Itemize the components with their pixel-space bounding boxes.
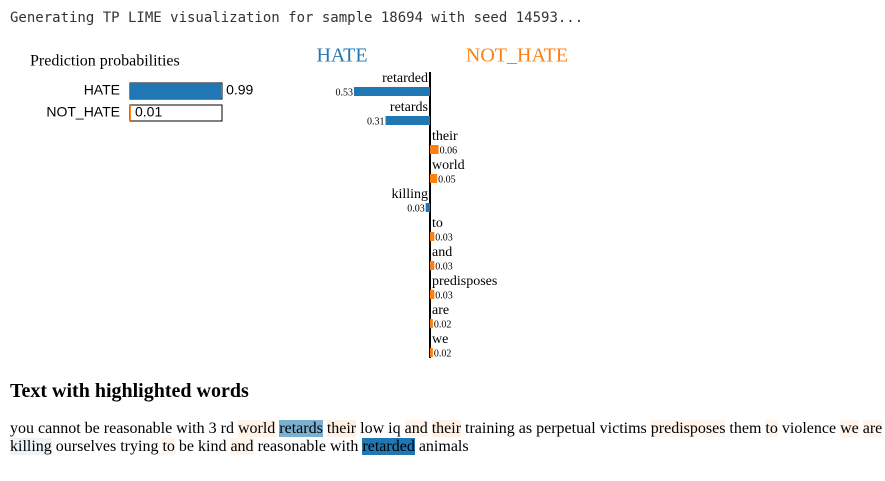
- word: kind: [198, 438, 227, 455]
- word: trying: [120, 438, 159, 455]
- feature-bar: [430, 290, 435, 299]
- feature-label: killing: [391, 187, 428, 202]
- word: be: [178, 438, 194, 455]
- feature-bar: [430, 174, 438, 183]
- class-label: NOT_HATE: [46, 104, 120, 120]
- word: we: [840, 420, 859, 437]
- prob-value: 0.99: [226, 82, 253, 98]
- word: retards: [279, 420, 323, 437]
- log-line: Generating TP LIME visualization for sam…: [10, 10, 584, 26]
- word: killing: [10, 438, 52, 455]
- chart-title: Prediction probabilities: [30, 53, 180, 70]
- feature-bar: [385, 116, 430, 125]
- lime-charts: Prediction probabilities HATE 0.99 NOT_HATE…: [30, 45, 568, 360]
- feature-label: to: [432, 216, 443, 231]
- feature-label: we: [432, 332, 448, 347]
- feature-bar: [354, 87, 430, 96]
- word: 3: [208, 420, 217, 437]
- legend-label: NOT_HATE: [466, 45, 568, 67]
- feature-label: world: [432, 158, 465, 173]
- word: them: [729, 420, 762, 437]
- word: reasonable: [257, 438, 326, 455]
- prob-value: 0.01: [135, 104, 162, 120]
- word: animals: [418, 438, 469, 455]
- feature-bar: [430, 232, 435, 241]
- class-label: HATE: [84, 82, 120, 98]
- word: you: [10, 420, 34, 437]
- word: are: [862, 420, 883, 437]
- word: training: [465, 420, 515, 437]
- word: be: [84, 420, 100, 437]
- feature-value: 0.02: [434, 348, 452, 359]
- feature-value: 0.53: [336, 87, 354, 98]
- feature-bar: [430, 261, 435, 270]
- word: and: [230, 438, 254, 455]
- word: as: [518, 420, 533, 437]
- feature-bar: [430, 348, 433, 357]
- legend-label: HATE: [316, 45, 367, 67]
- word: rd: [220, 420, 234, 437]
- word: retarded: [362, 438, 415, 455]
- prob-bar: [130, 83, 222, 99]
- word: perpetual: [536, 420, 596, 437]
- word: with: [329, 438, 359, 455]
- feature-label: retarded: [382, 71, 428, 86]
- word: world: [237, 420, 276, 437]
- feature-value: 0.03: [407, 203, 425, 214]
- section-title: Text with highlighted words: [10, 380, 249, 402]
- feature-bar: [430, 319, 433, 328]
- feature-bar: [425, 203, 430, 212]
- word: predisposes: [650, 420, 726, 437]
- feature-value: 0.02: [434, 319, 452, 330]
- word: violence: [781, 420, 837, 437]
- feature-value: 0.03: [435, 261, 453, 272]
- word: cannot: [38, 420, 81, 437]
- word: to: [162, 438, 175, 455]
- feature-bar: [430, 145, 439, 154]
- feature-label: retards: [390, 100, 428, 115]
- prob-bar: [130, 105, 131, 121]
- feature-label: predisposes: [432, 274, 497, 289]
- word: with: [176, 420, 205, 437]
- feature-label: their: [432, 129, 458, 144]
- word: to: [765, 420, 778, 437]
- feature-label: are: [432, 303, 449, 318]
- word: iq: [388, 420, 401, 437]
- feature-value: 0.03: [435, 232, 453, 243]
- feature-value: 0.03: [435, 290, 453, 301]
- word: and: [404, 420, 428, 437]
- feature-value: 0.05: [438, 174, 456, 185]
- highlighted-text: you cannot be reasonable with 3 rd world…: [10, 420, 885, 456]
- word: low: [360, 420, 385, 437]
- feature-value: 0.06: [440, 145, 458, 156]
- word: ourselves: [55, 438, 117, 455]
- feature-label: and: [432, 245, 452, 260]
- feature-value: 0.31: [367, 116, 385, 127]
- word: victims: [599, 420, 647, 437]
- word: their: [326, 420, 357, 437]
- word: their: [431, 420, 462, 437]
- word: reasonable: [103, 420, 173, 437]
